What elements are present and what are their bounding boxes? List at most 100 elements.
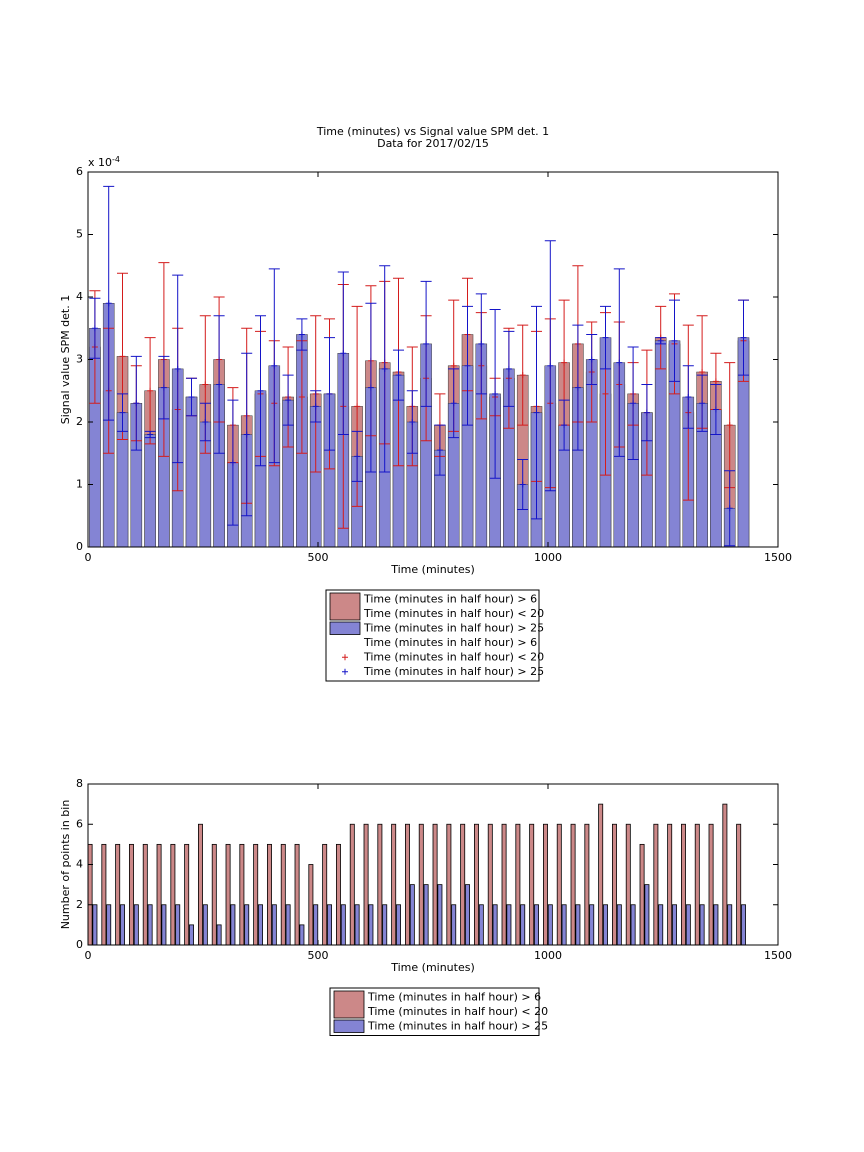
value-marker bbox=[174, 365, 181, 372]
x-axis-label: Time (minutes) bbox=[390, 961, 475, 974]
x-tick-label: 1000 bbox=[534, 949, 562, 962]
value-marker bbox=[243, 431, 250, 438]
legend-label: Time (minutes in half hour) > 6 bbox=[363, 636, 537, 649]
bar bbox=[142, 843, 148, 946]
value-marker bbox=[478, 340, 485, 347]
x-tick-label: 500 bbox=[308, 551, 329, 564]
legend-label: Time (minutes in half hour) > 6 bbox=[367, 990, 541, 1003]
value-marker bbox=[699, 400, 706, 407]
bar bbox=[492, 904, 498, 946]
legend-box bbox=[329, 987, 540, 1036]
bar bbox=[258, 904, 263, 946]
value-marker bbox=[105, 300, 112, 307]
value-marker bbox=[630, 400, 637, 407]
value-marker bbox=[298, 394, 305, 400]
value-marker bbox=[519, 481, 526, 488]
value-marker bbox=[574, 384, 581, 391]
value-marker bbox=[119, 409, 126, 416]
value-marker bbox=[354, 403, 361, 410]
bar bbox=[653, 823, 659, 946]
y-tick-label: 2 bbox=[76, 415, 83, 428]
bar bbox=[418, 823, 424, 946]
value-marker bbox=[354, 453, 361, 460]
bar bbox=[520, 904, 526, 946]
value-marker bbox=[712, 378, 719, 385]
bar bbox=[672, 904, 677, 946]
legend-swatch bbox=[329, 592, 361, 621]
value-marker bbox=[367, 384, 374, 391]
bar bbox=[396, 904, 401, 946]
x-tick-label: 1000 bbox=[534, 551, 562, 564]
bar bbox=[598, 803, 604, 946]
legend-box bbox=[325, 589, 540, 682]
value-marker bbox=[561, 422, 568, 429]
bar bbox=[391, 823, 397, 946]
value-marker bbox=[285, 397, 292, 404]
bar bbox=[280, 843, 286, 946]
value-marker bbox=[91, 325, 98, 332]
value-marker bbox=[671, 337, 678, 344]
value-marker bbox=[588, 356, 595, 363]
y-tick-label: 5 bbox=[76, 228, 83, 241]
value-marker bbox=[464, 362, 471, 369]
legend-swatch bbox=[329, 621, 361, 635]
legend-marker bbox=[342, 668, 348, 675]
bar bbox=[285, 904, 291, 946]
value-marker bbox=[505, 365, 512, 372]
value-marker bbox=[271, 362, 278, 369]
value-marker bbox=[395, 372, 402, 379]
bar bbox=[271, 904, 277, 946]
bar bbox=[432, 823, 438, 946]
y-tick-label: 6 bbox=[76, 817, 83, 830]
value-marker bbox=[312, 403, 319, 410]
bar bbox=[87, 843, 93, 946]
bar bbox=[708, 823, 714, 946]
bar bbox=[478, 904, 484, 946]
bar bbox=[722, 803, 728, 946]
bar bbox=[465, 884, 470, 946]
bar bbox=[667, 823, 673, 946]
value-marker bbox=[436, 447, 443, 454]
bar bbox=[437, 884, 443, 946]
x-tick-label: 1500 bbox=[764, 949, 792, 962]
value-marker bbox=[616, 359, 623, 366]
value-marker bbox=[298, 331, 305, 338]
bar bbox=[741, 904, 746, 946]
bar bbox=[584, 823, 590, 946]
bar bbox=[340, 904, 346, 946]
value-marker bbox=[726, 505, 733, 512]
chart-title: Data for 2017/02/15 bbox=[377, 137, 489, 150]
y-tick-label: 3 bbox=[76, 353, 83, 366]
legend-label: Time (minutes in half hour) > 25 bbox=[367, 1019, 548, 1032]
bar bbox=[322, 843, 328, 946]
x-tick-label: 500 bbox=[308, 949, 329, 962]
bar bbox=[92, 904, 98, 946]
bar bbox=[727, 904, 733, 946]
bar bbox=[506, 904, 512, 946]
bar bbox=[616, 904, 622, 946]
bar bbox=[639, 843, 645, 946]
value-marker bbox=[699, 369, 706, 375]
legend-label: Time (minutes in half hour) < 20 bbox=[363, 650, 544, 663]
bar bbox=[170, 843, 176, 946]
bar bbox=[529, 823, 535, 946]
legend-swatch bbox=[333, 990, 365, 1019]
bar bbox=[446, 823, 452, 946]
y-tick-label: 6 bbox=[76, 165, 83, 178]
bar bbox=[699, 904, 705, 946]
value-marker bbox=[547, 362, 554, 369]
bar bbox=[368, 904, 374, 946]
bar bbox=[473, 823, 479, 946]
y-axis-label: Number of points in bin bbox=[59, 800, 72, 930]
chart-title: Time (minutes) vs Signal value SPM det. … bbox=[316, 125, 549, 138]
value-marker bbox=[202, 381, 209, 388]
value-marker bbox=[409, 419, 416, 425]
value-marker bbox=[257, 387, 264, 394]
bar bbox=[515, 823, 521, 946]
bar bbox=[106, 904, 112, 946]
bar bbox=[185, 396, 198, 548]
y-tick-label: 2 bbox=[76, 898, 83, 911]
bar bbox=[460, 823, 466, 946]
bar bbox=[244, 904, 250, 946]
